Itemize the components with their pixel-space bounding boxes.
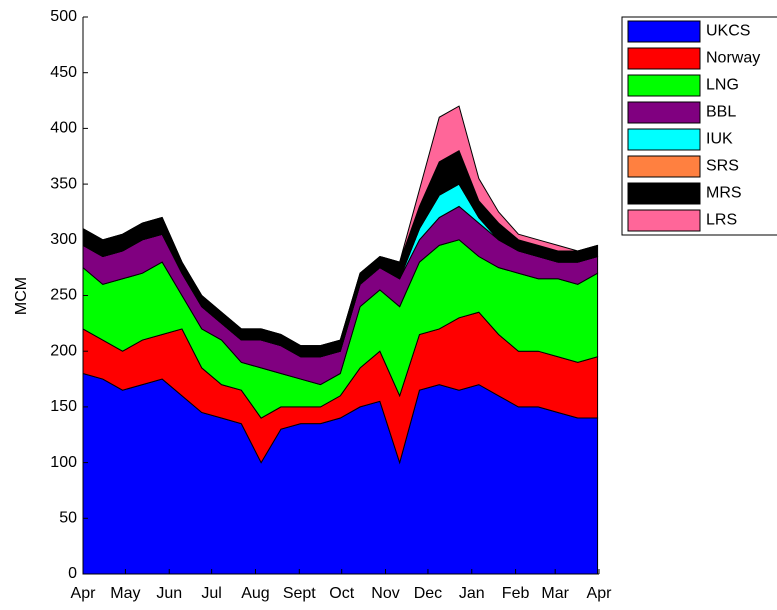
y-tick-label: 400 <box>50 120 77 137</box>
y-tick-label: 0 <box>68 565 77 582</box>
x-tick-label: Jan <box>459 585 485 602</box>
legend-swatch <box>627 74 701 97</box>
legend-swatch <box>627 209 701 232</box>
x-tick-label: Apr <box>71 585 97 602</box>
y-tick-label: 350 <box>50 175 77 192</box>
x-tick-label: Nov <box>371 585 399 602</box>
y-axis-label: MCM <box>13 277 30 315</box>
x-tick-label: Mar <box>541 585 569 602</box>
y-tick-label: 150 <box>50 398 77 415</box>
area <box>82 105 598 347</box>
legend-label: BBL <box>706 104 736 121</box>
legend-label: LRS <box>706 212 737 229</box>
legend-swatch <box>627 182 701 205</box>
x-tick-label: Aug <box>241 585 269 602</box>
legend-swatch <box>627 101 701 124</box>
y-tick-label: 500 <box>50 8 77 25</box>
x-tick-label: Jul <box>201 585 221 602</box>
y-tick-label: 450 <box>50 64 77 81</box>
y-tick-label: 300 <box>50 231 77 248</box>
x-tick-label: Jun <box>156 585 182 602</box>
legend-label: UKCS <box>706 23 750 40</box>
legend-swatch <box>627 47 701 70</box>
legend-swatch <box>627 128 701 151</box>
legend-label: MRS <box>706 185 742 202</box>
x-tick-label: Sept <box>283 585 316 602</box>
x-tick-label: Oct <box>329 585 354 602</box>
legend-swatch <box>627 155 701 178</box>
x-tick-label: Apr <box>587 585 613 602</box>
legend-label: SRS <box>706 158 739 175</box>
y-tick-label: 100 <box>50 454 77 471</box>
y-tick-label: 200 <box>50 342 77 359</box>
legend-label: Norway <box>706 50 760 67</box>
legend-label: IUK <box>706 131 733 148</box>
x-tick-label: Dec <box>414 585 442 602</box>
y-tick-label: 50 <box>59 510 77 527</box>
x-tick-label: May <box>110 585 140 602</box>
legend-label: LNG <box>706 77 739 94</box>
y-tick-label: 250 <box>50 287 77 304</box>
x-tick-label: Feb <box>502 585 530 602</box>
legend-swatch <box>627 20 701 43</box>
